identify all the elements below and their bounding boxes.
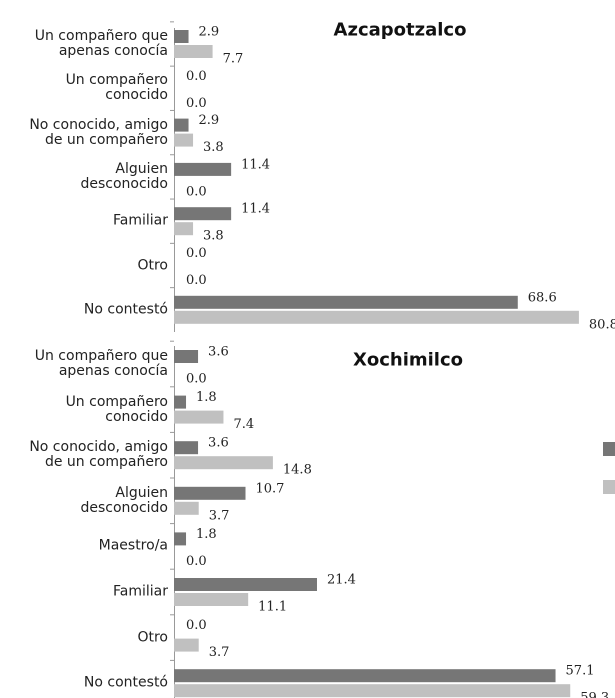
value-label: 0.0 — [186, 96, 207, 111]
bar — [174, 638, 199, 652]
bar — [174, 501, 199, 515]
category-label: Maestro/a — [98, 537, 168, 554]
value-label: 3.7 — [209, 645, 230, 660]
value-label: 68.6 — [528, 290, 557, 305]
category-label: Un compañero que apenas conocía — [34, 28, 168, 59]
bar — [174, 593, 249, 606]
value-label: 0.0 — [186, 69, 207, 84]
bar — [174, 222, 194, 236]
bar — [174, 207, 232, 221]
value-label: 0.0 — [186, 246, 207, 261]
category-label: Un compañero conocido — [65, 393, 168, 425]
value-label: 3.6 — [208, 345, 229, 360]
bar — [174, 410, 224, 424]
category-label: Familiar — [113, 212, 168, 229]
value-label: 0.0 — [186, 618, 207, 633]
value-label: 1.8 — [196, 390, 217, 405]
bar — [174, 45, 213, 58]
category-label: No contestó — [83, 301, 168, 318]
category-label: Un compañero que apenas conocía — [34, 348, 168, 379]
value-label: 57.1 — [566, 664, 595, 679]
category-label: No conocido, amigo de un compañero — [29, 439, 168, 471]
value-label: 3.6 — [208, 436, 229, 451]
bar — [174, 30, 189, 43]
value-label: 7.7 — [223, 52, 244, 67]
category-label: Otro — [137, 257, 168, 273]
category-label: Alguien desconocido — [80, 484, 168, 516]
chart-title: Xochimilco — [352, 349, 464, 371]
bar — [174, 532, 187, 546]
bar — [174, 162, 232, 176]
value-label: 11.4 — [241, 157, 270, 172]
bar — [174, 133, 194, 147]
bar — [174, 295, 518, 309]
value-label: 21.4 — [327, 573, 356, 588]
value-label: 14.8 — [283, 463, 312, 478]
category-label: No conocido, amigo de un compañero — [29, 116, 168, 148]
value-label: 0.0 — [186, 273, 207, 288]
legend-swatch — [603, 442, 615, 456]
bar — [174, 441, 199, 455]
bar — [174, 310, 579, 324]
category-label: Otro — [137, 629, 168, 646]
value-label: 80.8 — [589, 317, 615, 332]
value-label: 2.9 — [199, 25, 220, 40]
value-label: 1.8 — [196, 527, 217, 542]
bar — [174, 456, 273, 470]
chart-title: Azcapotzalco — [333, 19, 467, 41]
bar — [174, 684, 571, 698]
bar — [174, 486, 246, 500]
value-label: 0.0 — [186, 184, 207, 199]
category-label: No contestó — [83, 674, 168, 691]
bar — [174, 350, 199, 363]
value-label: 11.4 — [241, 202, 270, 217]
value-label: 10.7 — [255, 481, 284, 496]
value-label: 0.0 — [186, 554, 207, 569]
value-label: 0.0 — [186, 372, 207, 387]
bar — [174, 578, 317, 591]
category-label: Familiar — [113, 583, 168, 600]
bar — [174, 669, 556, 683]
legend-swatch — [603, 480, 615, 494]
category-label: Un compañero conocido — [65, 72, 168, 104]
bar — [174, 395, 187, 409]
bar — [174, 118, 189, 132]
value-label: 11.1 — [258, 600, 287, 615]
value-label: 59.3 — [580, 691, 609, 698]
value-label: 3.7 — [209, 508, 230, 523]
value-label: 3.8 — [203, 229, 224, 244]
value-label: 7.4 — [233, 417, 254, 432]
value-label: 3.8 — [203, 140, 224, 155]
category-label: Alguien desconocido — [80, 160, 168, 192]
value-label: 2.9 — [199, 113, 220, 128]
